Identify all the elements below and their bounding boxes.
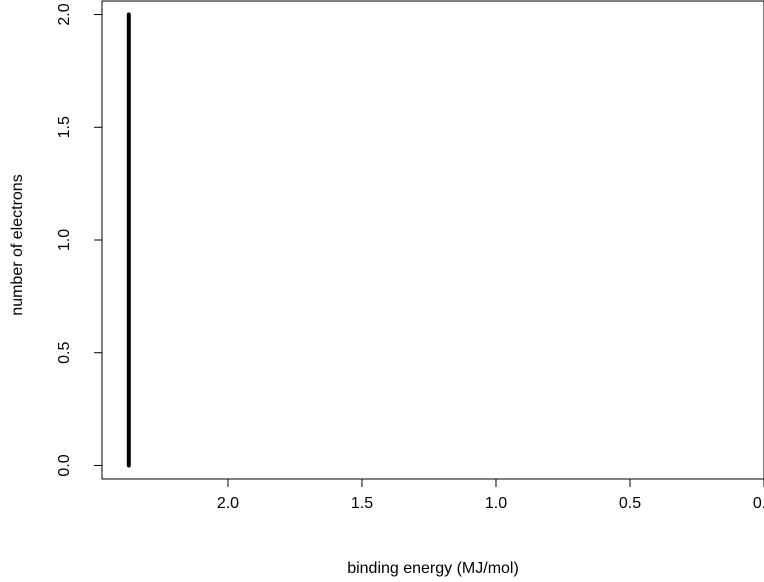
y-tick-label: 0.0 <box>56 454 73 476</box>
y-tick-label: 0.5 <box>56 342 73 364</box>
plot-frame <box>101 0 764 480</box>
x-axis: 2.0 1.5 1.0 0.5 0.0 <box>217 479 764 512</box>
x-tick-label: 2.0 <box>217 495 239 512</box>
y-tick-label: 2.0 <box>56 3 73 25</box>
x-tick-label: 1.5 <box>351 495 373 512</box>
x-tick-label: 1.0 <box>485 495 507 512</box>
y-tick-label: 1.5 <box>56 116 73 138</box>
y-axis-label: number of electrons <box>9 174 26 315</box>
x-tick-label: 0.0 <box>753 495 764 512</box>
y-axis: 0.0 0.5 1.0 1.5 2.0 <box>56 3 102 477</box>
x-tick-label: 0.5 <box>619 495 641 512</box>
x-axis-label: binding energy (MJ/mol) <box>347 560 519 577</box>
y-tick-label: 1.0 <box>56 229 73 251</box>
